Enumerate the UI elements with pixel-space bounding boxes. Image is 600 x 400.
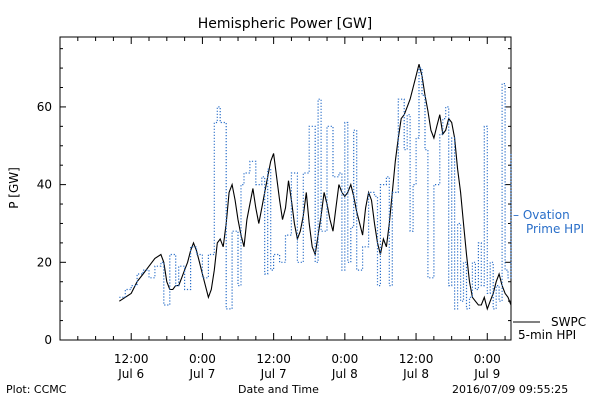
y-tick-label: 0: [44, 333, 52, 347]
y-tick-label: 60: [37, 100, 52, 114]
x-tick-date-label: Jul 7: [260, 367, 287, 381]
legend-ovation-label-line2: Prime HPI: [526, 222, 584, 236]
y-axis-label: P [GW]: [7, 167, 21, 209]
x-tick-date-label: Jul 8: [331, 367, 358, 381]
x-tick-label: 0:00: [189, 352, 216, 366]
x-tick-label: 0:00: [331, 352, 358, 366]
x-tick-date-label: Jul 9: [473, 367, 500, 381]
x-tick-label: 12:00: [256, 352, 291, 366]
plot-timestamp: 2016/07/09 09:55:25: [452, 383, 569, 396]
x-tick-date-label: Jul 7: [188, 367, 215, 381]
series-layer: [119, 64, 512, 311]
ovation-prime-series-line: [119, 67, 512, 310]
x-tick-label: 12:00: [114, 352, 149, 366]
x-tick-date-label: Jul 6: [117, 367, 144, 381]
plot-credit: Plot: CCMC: [6, 383, 67, 396]
y-tick-label: 20: [37, 255, 52, 269]
x-tick-label: 12:00: [399, 352, 434, 366]
swpc-series-line: [119, 64, 512, 311]
y-tick-label: 40: [37, 178, 52, 192]
x-tick-date-label: Jul 8: [402, 367, 429, 381]
x-tick-label: 0:00: [474, 352, 501, 366]
legend-ovation-label-line1: – Ovation: [513, 208, 570, 222]
x-axis-label: Date and Time: [238, 383, 319, 396]
plot-frame: [59, 36, 512, 341]
chart-title: Hemispheric Power [GW]: [198, 16, 373, 32]
legend-swpc-label-line2: 5-min HPI: [518, 328, 576, 342]
legend-swpc-label-line1: SWPC: [551, 315, 586, 329]
y-axis: 0 20 40 60: [37, 48, 511, 347]
